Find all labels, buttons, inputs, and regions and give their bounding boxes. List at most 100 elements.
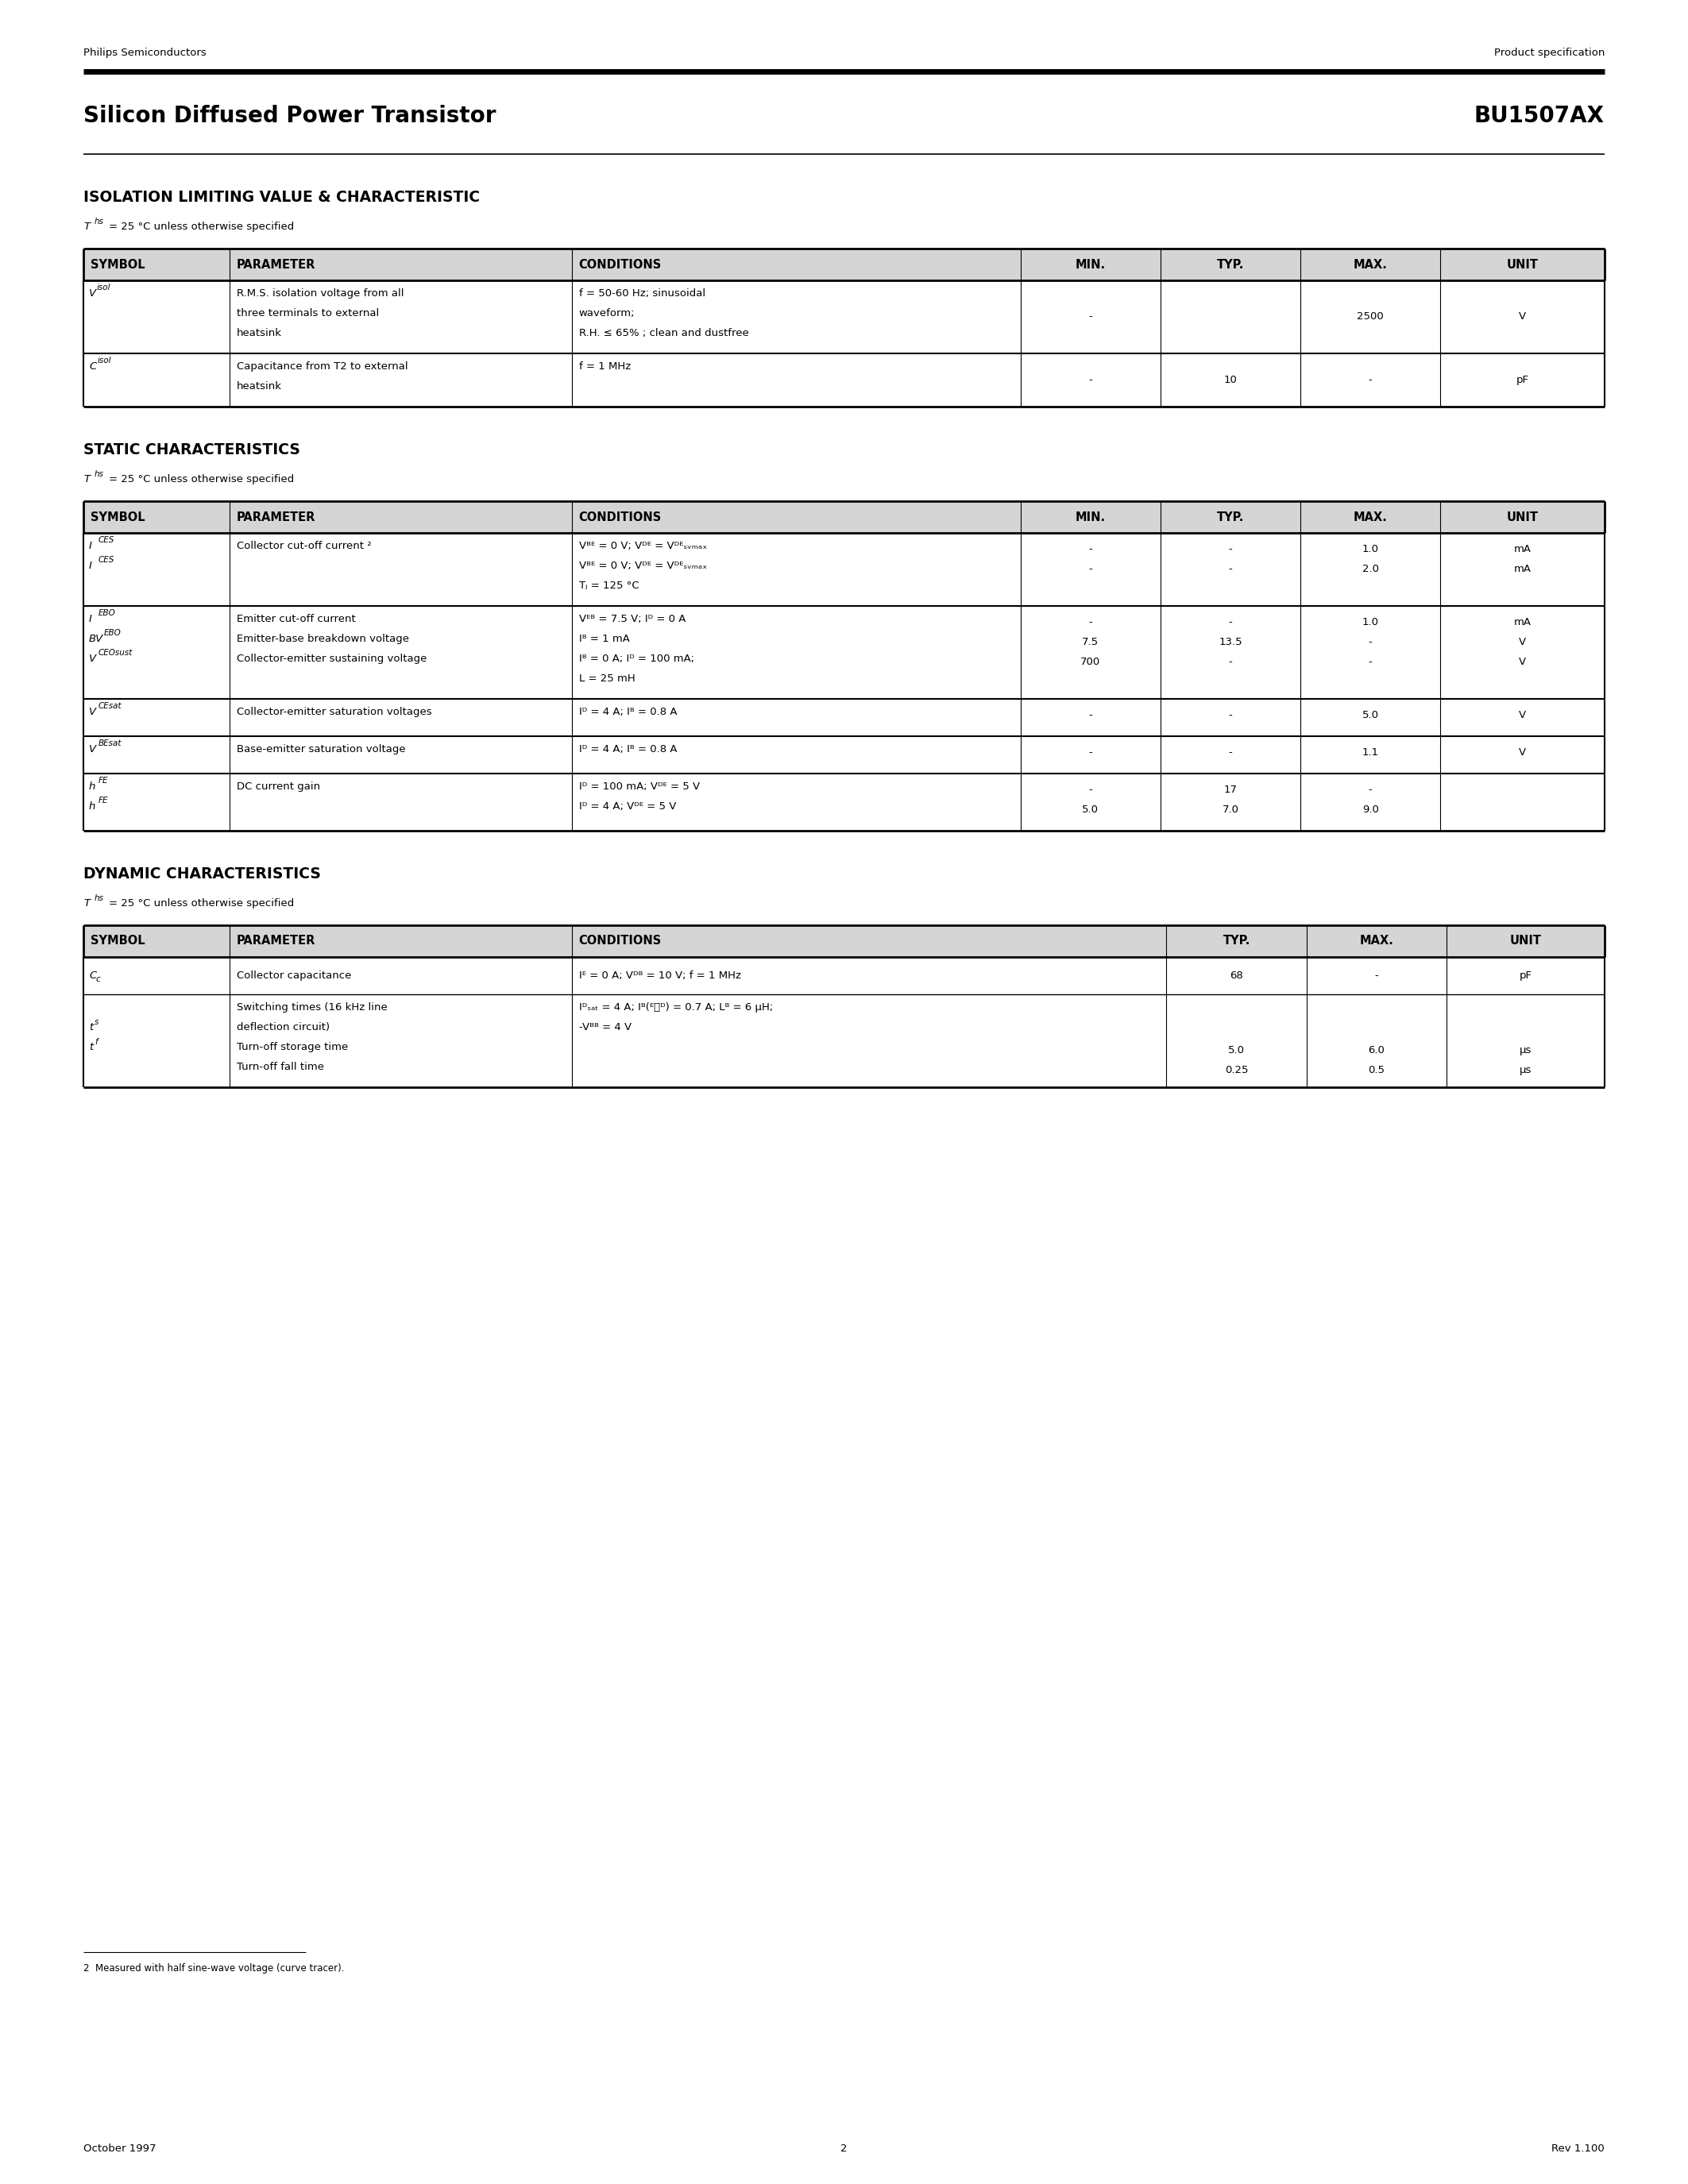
Text: L = 25 mH: L = 25 mH	[579, 673, 635, 684]
Text: T: T	[83, 474, 89, 485]
Text: 1.0: 1.0	[1362, 544, 1379, 555]
Text: Iᴮ = 0 A; Iᴰ = 100 mA;: Iᴮ = 0 A; Iᴰ = 100 mA;	[579, 653, 694, 664]
Text: Capacitance from T2 to external: Capacitance from T2 to external	[236, 360, 408, 371]
Text: 700: 700	[1080, 657, 1101, 666]
Text: C: C	[89, 970, 96, 981]
Text: = 25 °C unless otherwise specified: = 25 °C unless otherwise specified	[108, 221, 294, 232]
Text: Iᴰ = 4 A; Iᴮ = 0.8 A: Iᴰ = 4 A; Iᴮ = 0.8 A	[579, 745, 677, 753]
Text: CES: CES	[98, 535, 115, 544]
Text: heatsink: heatsink	[236, 328, 282, 339]
Text: ISOLATION LIMITING VALUE & CHARACTERISTIC: ISOLATION LIMITING VALUE & CHARACTERISTI…	[83, 190, 479, 205]
Text: BU1507AX: BU1507AX	[1474, 105, 1605, 127]
Text: -: -	[1229, 710, 1232, 721]
Text: -: -	[1369, 657, 1372, 666]
Text: Iᴰₛₐₜ = 4 A; Iᴮ(ᴱᴯᴰ) = 0.7 A; Lᴮ = 6 μH;: Iᴰₛₐₜ = 4 A; Iᴮ(ᴱᴯᴰ) = 0.7 A; Lᴮ = 6 μH;	[579, 1002, 773, 1013]
Text: -: -	[1374, 970, 1379, 981]
Text: Product specification: Product specification	[1494, 48, 1605, 59]
Text: Philips Semiconductors: Philips Semiconductors	[83, 48, 206, 59]
Text: 68: 68	[1231, 970, 1242, 981]
Text: 13.5: 13.5	[1219, 638, 1242, 646]
Text: PARAMETER: PARAMETER	[236, 511, 316, 522]
Text: mA: mA	[1514, 563, 1531, 574]
Text: Turn-off fall time: Turn-off fall time	[236, 1061, 324, 1072]
Text: 2: 2	[841, 2143, 847, 2153]
Text: Collector-emitter sustaining voltage: Collector-emitter sustaining voltage	[236, 653, 427, 664]
Text: DYNAMIC CHARACTERISTICS: DYNAMIC CHARACTERISTICS	[83, 867, 321, 882]
Text: V: V	[1519, 747, 1526, 758]
Text: I: I	[89, 561, 93, 570]
Text: I: I	[89, 614, 93, 625]
Text: October 1997: October 1997	[83, 2143, 155, 2153]
Text: Emitter-base breakdown voltage: Emitter-base breakdown voltage	[236, 633, 408, 644]
Text: EBO: EBO	[98, 609, 115, 618]
Text: CEOsust: CEOsust	[98, 649, 133, 657]
Text: 10: 10	[1224, 376, 1237, 384]
Text: -: -	[1089, 747, 1092, 758]
Text: V: V	[1519, 638, 1526, 646]
Text: T: T	[83, 898, 89, 909]
Text: MIN.: MIN.	[1075, 258, 1106, 271]
Text: -: -	[1229, 747, 1232, 758]
Text: hs: hs	[95, 893, 105, 902]
Text: -: -	[1089, 544, 1092, 555]
Text: -: -	[1369, 376, 1372, 384]
Text: Collector-emitter saturation voltages: Collector-emitter saturation voltages	[236, 708, 432, 716]
Text: c: c	[96, 976, 101, 983]
Text: hs: hs	[95, 218, 105, 225]
Text: FE: FE	[98, 797, 108, 804]
Text: UNIT: UNIT	[1509, 935, 1541, 948]
Text: SYMBOL: SYMBOL	[91, 935, 145, 948]
Text: 0.25: 0.25	[1225, 1066, 1247, 1075]
Text: V: V	[1519, 312, 1526, 321]
Text: MIN.: MIN.	[1075, 511, 1106, 522]
Text: Iᴰ = 4 A; Vᴰᴱ = 5 V: Iᴰ = 4 A; Vᴰᴱ = 5 V	[579, 802, 677, 812]
Text: -: -	[1089, 618, 1092, 627]
Text: isol: isol	[98, 356, 111, 365]
Text: V: V	[89, 708, 96, 716]
Text: CONDITIONS: CONDITIONS	[579, 511, 662, 522]
Text: f: f	[95, 1037, 98, 1046]
Text: -: -	[1229, 544, 1232, 555]
Text: 1.1: 1.1	[1362, 747, 1379, 758]
Bar	[83, 926, 1605, 957]
Text: f = 50-60 Hz; sinusoidal: f = 50-60 Hz; sinusoidal	[579, 288, 706, 299]
Text: MAX.: MAX.	[1354, 258, 1388, 271]
Text: V: V	[1519, 710, 1526, 721]
Text: V: V	[89, 653, 96, 664]
Text: three terminals to external: three terminals to external	[236, 308, 380, 319]
Text: deflection circuit): deflection circuit)	[236, 1022, 329, 1033]
Text: -: -	[1089, 563, 1092, 574]
Text: 6.0: 6.0	[1367, 1046, 1384, 1055]
Text: 2.0: 2.0	[1362, 563, 1379, 574]
Text: 7.0: 7.0	[1222, 804, 1239, 815]
Text: TYP.: TYP.	[1222, 935, 1251, 948]
Text: 9.0: 9.0	[1362, 804, 1379, 815]
Text: μs: μs	[1519, 1066, 1531, 1075]
Text: Vᴱᴮ = 7.5 V; Iᴰ = 0 A: Vᴱᴮ = 7.5 V; Iᴰ = 0 A	[579, 614, 685, 625]
Text: 5.0: 5.0	[1082, 804, 1099, 815]
Text: = 25 °C unless otherwise specified: = 25 °C unless otherwise specified	[108, 474, 294, 485]
Text: pF: pF	[1516, 376, 1529, 384]
Text: STATIC CHARACTERISTICS: STATIC CHARACTERISTICS	[83, 443, 300, 456]
Text: -: -	[1089, 710, 1092, 721]
Text: EBO: EBO	[103, 629, 122, 638]
Text: SYMBOL: SYMBOL	[91, 258, 145, 271]
Text: 2  Measured with half sine-wave voltage (curve tracer).: 2 Measured with half sine-wave voltage (…	[83, 1963, 344, 1974]
Text: Collector capacitance: Collector capacitance	[236, 970, 351, 981]
Text: 0.5: 0.5	[1367, 1066, 1384, 1075]
Text: -: -	[1089, 376, 1092, 384]
Text: Iᴰ = 100 mA; Vᴰᴱ = 5 V: Iᴰ = 100 mA; Vᴰᴱ = 5 V	[579, 782, 701, 793]
Text: Iᴱ = 0 A; Vᴰᴮ = 10 V; f = 1 MHz: Iᴱ = 0 A; Vᴰᴮ = 10 V; f = 1 MHz	[579, 970, 741, 981]
Text: s: s	[95, 1018, 100, 1026]
Text: f = 1 MHz: f = 1 MHz	[579, 360, 631, 371]
Text: t: t	[89, 1042, 93, 1053]
Text: V: V	[89, 288, 96, 299]
Text: TYP.: TYP.	[1217, 511, 1244, 522]
Text: = 25 °C unless otherwise specified: = 25 °C unless otherwise specified	[108, 898, 294, 909]
Text: V: V	[1519, 657, 1526, 666]
Text: CONDITIONS: CONDITIONS	[579, 258, 662, 271]
Text: Turn-off storage time: Turn-off storage time	[236, 1042, 348, 1053]
Text: t: t	[89, 1022, 93, 1033]
Text: MAX.: MAX.	[1359, 935, 1394, 948]
Text: Rev 1.100: Rev 1.100	[1551, 2143, 1605, 2153]
